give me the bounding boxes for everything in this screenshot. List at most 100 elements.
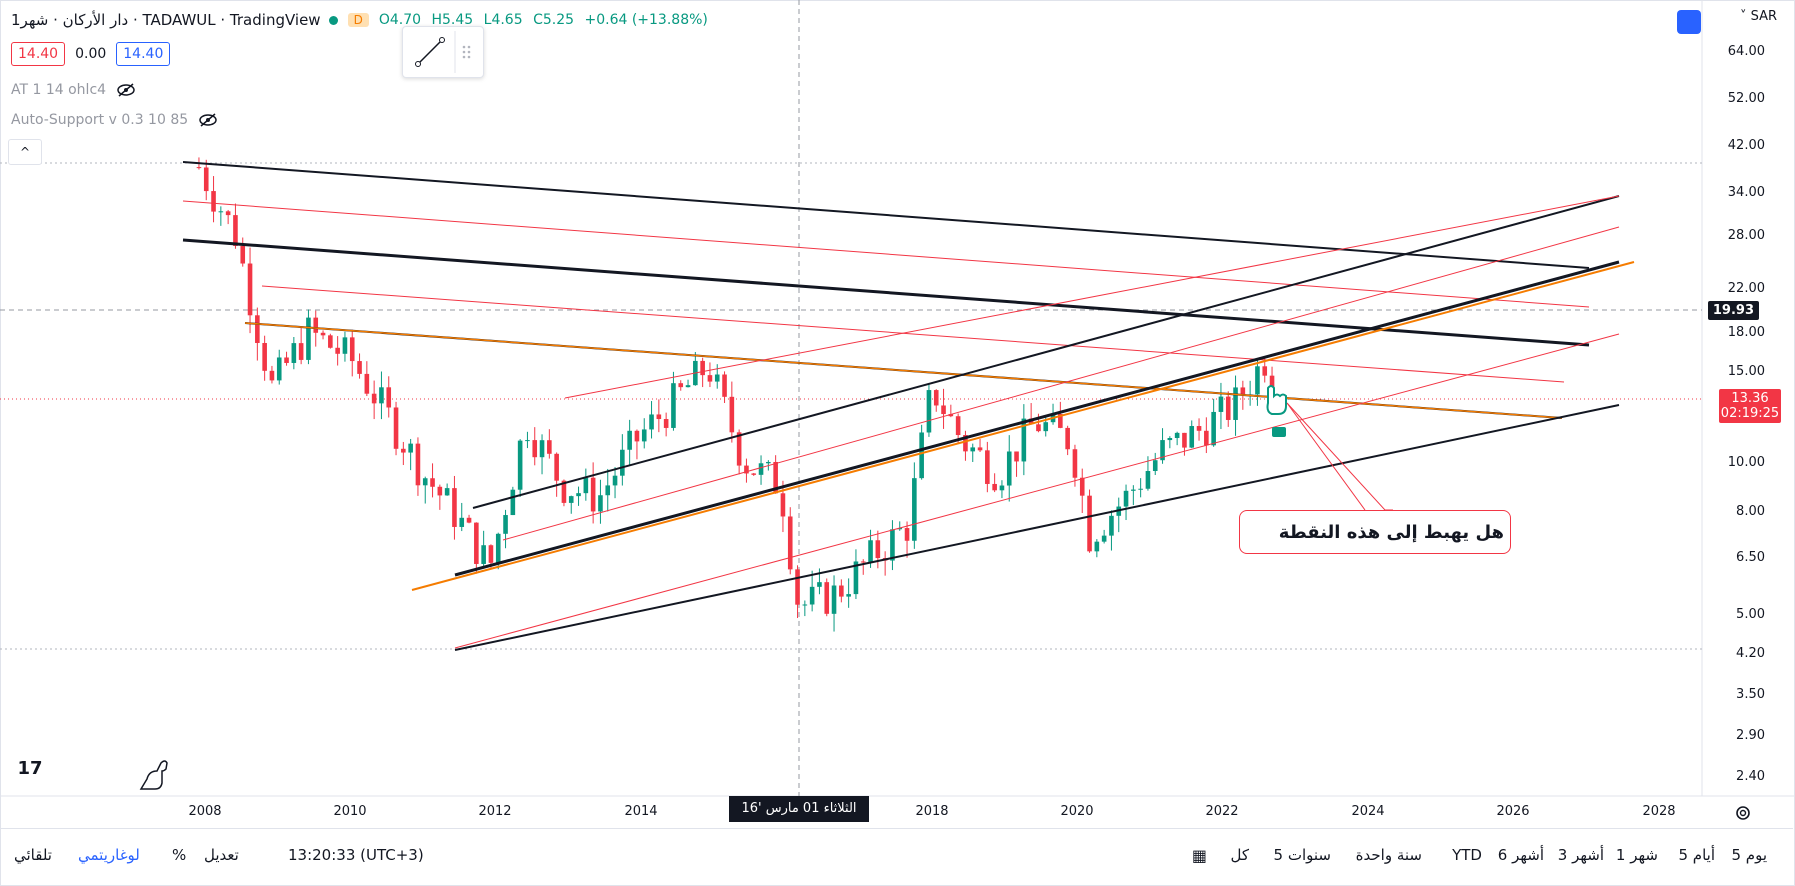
- candle-body: [1196, 426, 1202, 431]
- callout-note[interactable]: هل يهبط إلى هذه النقطة: [1239, 510, 1511, 554]
- range-3m-button[interactable]: أشهر 3: [1557, 846, 1604, 864]
- price-axis-label: 28.00: [1727, 228, 1765, 243]
- bid-ask-row: 14.40 0.00 14.40: [11, 42, 171, 66]
- compare-symbol-icon[interactable]: [1677, 10, 1701, 34]
- candle-body: [744, 465, 749, 474]
- hidden-eye-icon[interactable]: [198, 113, 218, 127]
- range-1m-button[interactable]: شهر 1: [1615, 846, 1658, 864]
- ohlc-values: O4.70 H5.45 L4.65 C5.25 +0.64 (+13.88%): [379, 12, 714, 28]
- candle-body: [948, 414, 954, 417]
- candle-body: [795, 569, 800, 605]
- indicator-row-1[interactable]: AT 1 14 ohlc4: [11, 82, 136, 98]
- candle-body: [1160, 440, 1165, 461]
- adjust-toggle[interactable]: تعديل: [204, 846, 239, 864]
- bottom-toolbar: يوم 5 أيام 5 شهر 1 أشهر 3 أشهر 6 YTD سنة…: [0, 828, 1793, 881]
- high-value: H5.45: [431, 12, 474, 28]
- range-1y-button[interactable]: سنة واحدة: [1355, 846, 1422, 864]
- trendline: [472, 195, 1620, 509]
- candle-body: [700, 360, 705, 376]
- buy-price-button[interactable]: 14.40: [116, 42, 171, 66]
- candle-body: [364, 373, 370, 394]
- candle-body: [284, 357, 289, 363]
- candle-body: [758, 463, 764, 475]
- trendline: [182, 161, 1590, 269]
- crosshair-price-tag: 19.93: [1707, 301, 1759, 320]
- drawing-toolbar[interactable]: [402, 26, 484, 78]
- candle-body: [349, 337, 355, 362]
- candle-body: [1204, 430, 1209, 446]
- lock-icon: [1272, 427, 1286, 437]
- price-axis-label: 2.90: [1736, 728, 1765, 743]
- last-price-tag: 13.36 02:19:25: [1719, 389, 1781, 423]
- candle-body: [722, 374, 727, 397]
- auto-scale-toggle[interactable]: تلقائي: [14, 846, 52, 864]
- candle-body: [1167, 438, 1173, 441]
- range-5y-button[interactable]: سنوات 5: [1273, 846, 1331, 864]
- candle-body: [335, 347, 340, 354]
- price-axis-label: 4.20: [1736, 646, 1765, 661]
- candle-body: [787, 516, 793, 570]
- time-axis-label: 2024: [1351, 804, 1385, 819]
- last-price-value: 13.36: [1731, 391, 1769, 406]
- candle-body: [656, 414, 662, 420]
- price-axis-label: 10.00: [1727, 455, 1765, 470]
- tradingview-logo-icon[interactable]: 17: [14, 758, 46, 780]
- candle-body: [408, 443, 413, 453]
- price-axis-label: 52.00: [1727, 91, 1765, 106]
- candle-body: [466, 517, 472, 523]
- collapse-legend-button[interactable]: ^: [8, 139, 42, 165]
- hand-cursor-icon: [1266, 385, 1287, 415]
- range-all-button[interactable]: كل: [1230, 846, 1249, 864]
- candle-body: [211, 191, 216, 212]
- candle-body: [196, 167, 202, 169]
- candle-body: [262, 342, 267, 371]
- candle-body: [1079, 477, 1085, 496]
- trendline: [502, 226, 1620, 541]
- timezone-clock[interactable]: 13:20:33 (UTC+3): [288, 846, 424, 864]
- log-scale-toggle[interactable]: لوغاريتمي: [78, 846, 140, 864]
- candle-body: [554, 453, 559, 481]
- time-axis-label: 2022: [1205, 804, 1239, 819]
- candle-body: [1043, 422, 1049, 432]
- candle-body: [1240, 387, 1246, 396]
- candle-body: [634, 430, 640, 442]
- candle-body: [269, 370, 275, 381]
- candle-body: [912, 478, 917, 541]
- dinosaur-icon[interactable]: [137, 757, 173, 793]
- trendline-icon[interactable]: [403, 27, 483, 77]
- candle-body: [1087, 495, 1092, 552]
- percent-toggle[interactable]: %: [172, 846, 187, 864]
- settings-gear-icon[interactable]: [1731, 801, 1755, 825]
- candle-body: [1218, 396, 1224, 412]
- candle-body: [422, 478, 428, 486]
- currency-label: SAR: [1750, 9, 1777, 24]
- symbol-title[interactable]: دار الأركان · شهر1 · TADAWUL · TradingVi…: [11, 11, 321, 29]
- range-5d-button[interactable]: أيام 5: [1678, 846, 1715, 864]
- candle-body: [1152, 460, 1158, 472]
- price-axis-label: 15.00: [1727, 364, 1765, 379]
- currency-menu[interactable]: ˅ SAR: [1739, 9, 1777, 24]
- trendline: [411, 261, 1635, 591]
- range-ytd-button[interactable]: YTD: [1452, 846, 1482, 864]
- candle-body: [306, 317, 311, 360]
- candle-body: [678, 383, 684, 388]
- price-axis-label: 6.50: [1736, 550, 1765, 565]
- candle-body: [736, 432, 742, 466]
- indicator-row-2[interactable]: Auto-Support v 0.3 10 85: [11, 112, 218, 128]
- hidden-eye-icon[interactable]: [116, 83, 136, 97]
- goto-date-icon[interactable]: ▦: [1191, 846, 1207, 865]
- candle-body: [320, 332, 326, 336]
- candle-body: [430, 478, 435, 487]
- time-axis-label: 2010: [333, 804, 367, 819]
- range-1d-button[interactable]: يوم 5: [1731, 846, 1767, 864]
- candle-body: [576, 493, 581, 497]
- candle-body: [444, 488, 450, 496]
- candle-body: [671, 383, 676, 428]
- close-value: C5.25: [533, 12, 575, 28]
- range-6m-button[interactable]: أشهر 6: [1497, 846, 1544, 864]
- candle-body: [459, 517, 465, 527]
- candle-body: [831, 585, 837, 614]
- candle-body: [357, 361, 362, 374]
- sell-price-button[interactable]: 14.40: [11, 42, 66, 66]
